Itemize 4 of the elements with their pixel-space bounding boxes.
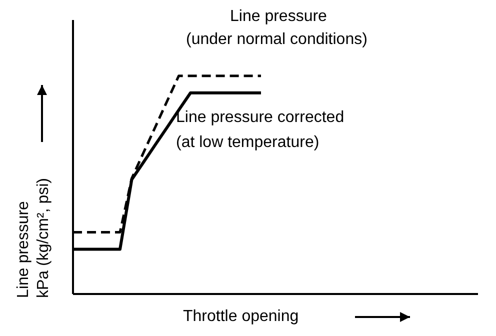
series-label: Line pressure corrected (at low temperature) (176, 109, 344, 151)
x-axis-title: Throttle opening (183, 308, 299, 325)
y-axis-title: Line pressure kPa (kg/cm², psi) (15, 178, 52, 298)
series-label: Line pressure (under normal conditions) (186, 8, 368, 48)
